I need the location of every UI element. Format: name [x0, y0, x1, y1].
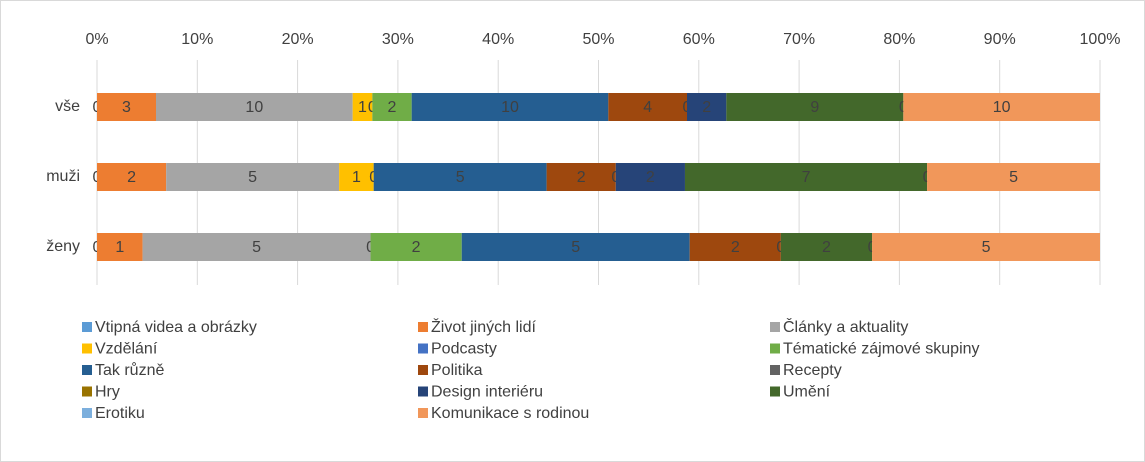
data-label: 2 — [577, 169, 586, 186]
bar-segment — [370, 233, 462, 261]
data-label: 2 — [412, 239, 421, 256]
legend-label: Tématické zájmové skupiny — [783, 341, 980, 358]
bar-segment — [142, 233, 371, 261]
legend-label: Erotiku — [95, 405, 145, 422]
data-label: 5 — [571, 239, 580, 256]
legend-swatch — [82, 408, 92, 418]
data-label: 10 — [993, 99, 1011, 116]
legend-label: Hry — [95, 384, 120, 401]
legend-label: Tak různě — [95, 361, 164, 379]
y-tick-label: muži — [46, 168, 80, 185]
x-tick-label: 70% — [783, 31, 815, 48]
data-label: 3 — [122, 99, 131, 116]
legend-swatch — [418, 386, 428, 397]
data-label: 1 — [358, 99, 367, 116]
legend-swatch — [770, 365, 780, 375]
bar-segment — [373, 163, 547, 191]
legend-swatch — [82, 343, 92, 354]
legend-swatch — [418, 343, 428, 354]
legend-label: Design interiéru — [431, 384, 543, 401]
bar-segment — [903, 93, 1100, 121]
data-label: 4 — [643, 99, 652, 116]
legend-swatch — [418, 322, 428, 332]
bar-segment — [608, 93, 687, 121]
legend-swatch — [82, 365, 92, 375]
x-tick-label: 10% — [181, 31, 213, 48]
legend-swatch — [82, 322, 92, 332]
x-tick-label: 40% — [482, 31, 514, 48]
bar-segment — [927, 163, 1100, 191]
legend-swatch — [418, 365, 428, 375]
legend-label: Recepty — [783, 362, 842, 379]
x-tick-label: 20% — [282, 31, 314, 48]
data-label: 2 — [127, 169, 136, 186]
legend-swatch — [418, 408, 428, 418]
data-label: 2 — [388, 99, 397, 116]
bar-segment — [372, 93, 412, 121]
bar-segment — [166, 163, 340, 191]
bar-segment — [339, 163, 374, 191]
bar-segment — [97, 233, 143, 261]
bar-segment — [687, 93, 727, 121]
bar-segment — [461, 233, 690, 261]
bar-segment — [689, 233, 781, 261]
data-label: 5 — [1009, 169, 1018, 186]
bar-segment — [97, 163, 167, 191]
data-label: 1 — [352, 169, 361, 186]
x-tick-label: 60% — [683, 31, 715, 48]
legend-label: Podcasty — [431, 341, 497, 358]
data-label: 5 — [982, 239, 991, 256]
legend-swatch — [770, 343, 780, 354]
legend-label: Umění — [783, 384, 831, 401]
legend-label: Život jiných lidí — [431, 317, 536, 336]
legend-label: Vzdělání — [95, 341, 158, 358]
data-label: 7 — [802, 169, 811, 186]
x-tick-label: 90% — [984, 31, 1016, 48]
legend-label: Komunikace s rodinou — [431, 405, 589, 422]
x-tick-label: 30% — [382, 31, 414, 48]
bar-segment — [97, 93, 156, 121]
data-label: 5 — [456, 169, 465, 186]
bar-segment — [726, 93, 904, 121]
legend-swatch — [770, 322, 780, 332]
bar-segment — [156, 93, 353, 121]
bar-segment — [780, 233, 873, 261]
bar-segment — [546, 163, 616, 191]
x-tick-label: 0% — [85, 31, 108, 48]
data-label: 2 — [822, 239, 831, 256]
data-label: 2 — [731, 239, 740, 256]
bar-segment — [684, 163, 928, 191]
y-tick-label: vše — [55, 98, 80, 115]
bar-segment — [352, 93, 373, 121]
data-label: 5 — [248, 169, 257, 186]
bar-segment — [872, 233, 1100, 261]
data-label: 1 — [115, 239, 124, 256]
bar-segment — [615, 163, 685, 191]
x-tick-label: 100% — [1080, 31, 1121, 48]
data-label: 10 — [245, 99, 263, 116]
data-label: 5 — [252, 239, 261, 256]
data-label: 10 — [501, 99, 519, 116]
x-tick-label: 50% — [582, 31, 614, 48]
data-label: 9 — [810, 99, 819, 116]
x-tick-label: 80% — [883, 31, 915, 48]
data-label: 2 — [646, 169, 655, 186]
y-tick-label: ženy — [46, 238, 80, 255]
legend-swatch — [770, 386, 780, 397]
bar-segment — [411, 93, 609, 121]
legend-label: Vtipná videa a obrázky — [95, 319, 257, 336]
data-label: 2 — [702, 99, 711, 116]
legend-label: Politika — [431, 362, 483, 379]
legend-swatch — [82, 386, 92, 397]
legend-label: Články a aktuality — [783, 317, 908, 336]
